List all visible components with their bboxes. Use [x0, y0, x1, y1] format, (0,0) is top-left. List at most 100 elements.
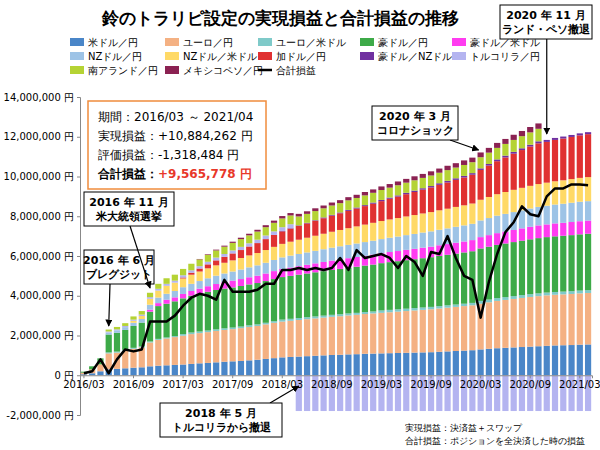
bar: [387, 310, 393, 312]
annotation-arrow: [130, 226, 150, 288]
summary-value: 2016/03 ～ 2021/04: [134, 110, 253, 124]
bar: [163, 338, 169, 365]
x-axis-line: [81, 376, 593, 379]
bar: [304, 214, 310, 223]
bar: [221, 330, 227, 362]
bar: [279, 322, 285, 358]
bar: [544, 295, 550, 345]
bar: [188, 334, 194, 364]
bar: [304, 252, 310, 264]
bar: [147, 293, 153, 297]
bar: [478, 170, 484, 200]
bar: [403, 260, 409, 308]
bar: [296, 275, 302, 318]
x-tick-mark: [232, 375, 233, 378]
bar: [263, 227, 269, 235]
legend-swatch: [360, 38, 374, 46]
bar: [453, 180, 459, 207]
bar: [527, 294, 533, 297]
bar: [478, 168, 484, 170]
bar: [180, 275, 186, 277]
x-tick-mark: [431, 375, 432, 378]
bar: [544, 237, 550, 292]
bar: [560, 236, 566, 292]
bar: [271, 358, 277, 375]
bar: [502, 243, 508, 297]
bar: [535, 225, 541, 238]
x-tick-mark: [331, 375, 332, 378]
bar: [271, 235, 277, 247]
bar: [568, 235, 574, 291]
bar: [296, 318, 302, 320]
bar: [221, 247, 227, 254]
bar: [378, 239, 384, 253]
bar: [453, 304, 459, 306]
bar: [296, 320, 302, 357]
bar: [494, 148, 500, 160]
bar: [287, 321, 293, 357]
bar: [89, 373, 95, 375]
bar: [378, 200, 384, 201]
bar: [345, 313, 351, 315]
bar: [279, 244, 285, 258]
bar: [362, 354, 368, 375]
bar: [139, 315, 145, 316]
legend-item: NZドル／米ドル: [165, 51, 257, 62]
total-line: [84, 184, 588, 373]
bar: [461, 160, 467, 165]
bar: [312, 272, 318, 316]
bar: [337, 200, 343, 203]
bar: [155, 289, 161, 291]
bar: [287, 357, 293, 375]
bar: [321, 316, 327, 318]
y-tick-label: 2,000,000 円: [10, 330, 74, 341]
bar: [238, 258, 244, 270]
bar: [519, 148, 525, 150]
bar: [287, 224, 293, 228]
bar: [130, 326, 136, 348]
x-tick: 2017/09: [212, 375, 254, 390]
bar: [527, 127, 533, 132]
bar: [287, 256, 293, 268]
bar: [552, 140, 558, 181]
legend-label: ユーロ／米ドル: [276, 37, 346, 48]
bar: [378, 353, 384, 375]
bar: [246, 255, 252, 267]
summary-line: 評価損益：-1,318,484 円: [98, 148, 239, 162]
bar: [337, 316, 343, 355]
bar: [461, 241, 467, 252]
bar: [585, 134, 591, 177]
bar: [502, 300, 508, 348]
legend-swatch: [70, 52, 84, 60]
bar: [246, 277, 252, 284]
bar: [180, 336, 186, 365]
bar: [511, 230, 517, 242]
bar: [527, 347, 533, 376]
x-tick-label: 2019/09: [410, 379, 452, 390]
bar: [197, 272, 203, 282]
bar: [461, 306, 467, 351]
bar: [444, 244, 450, 255]
bar: [403, 311, 409, 353]
bar: [428, 257, 434, 307]
bar: [205, 254, 211, 256]
bar: [345, 228, 351, 245]
y-tick-mark: [77, 177, 80, 178]
note: 実現損益：決済益＋スワップ: [405, 423, 523, 433]
bar: [478, 237, 484, 248]
bar: [221, 289, 227, 329]
bar: [188, 264, 194, 271]
bar: [362, 225, 368, 242]
x-tick-label: 2018/03: [262, 379, 304, 390]
bar: [403, 309, 409, 311]
bar: [444, 170, 450, 181]
bar: [122, 368, 128, 375]
legend-item: 豪ドル／円: [360, 37, 428, 48]
bar: [411, 234, 417, 249]
bar: [254, 360, 260, 376]
bar: [544, 206, 550, 225]
bar: [271, 260, 277, 271]
bar: [486, 235, 492, 247]
bar: [345, 315, 351, 354]
bar: [428, 307, 434, 309]
